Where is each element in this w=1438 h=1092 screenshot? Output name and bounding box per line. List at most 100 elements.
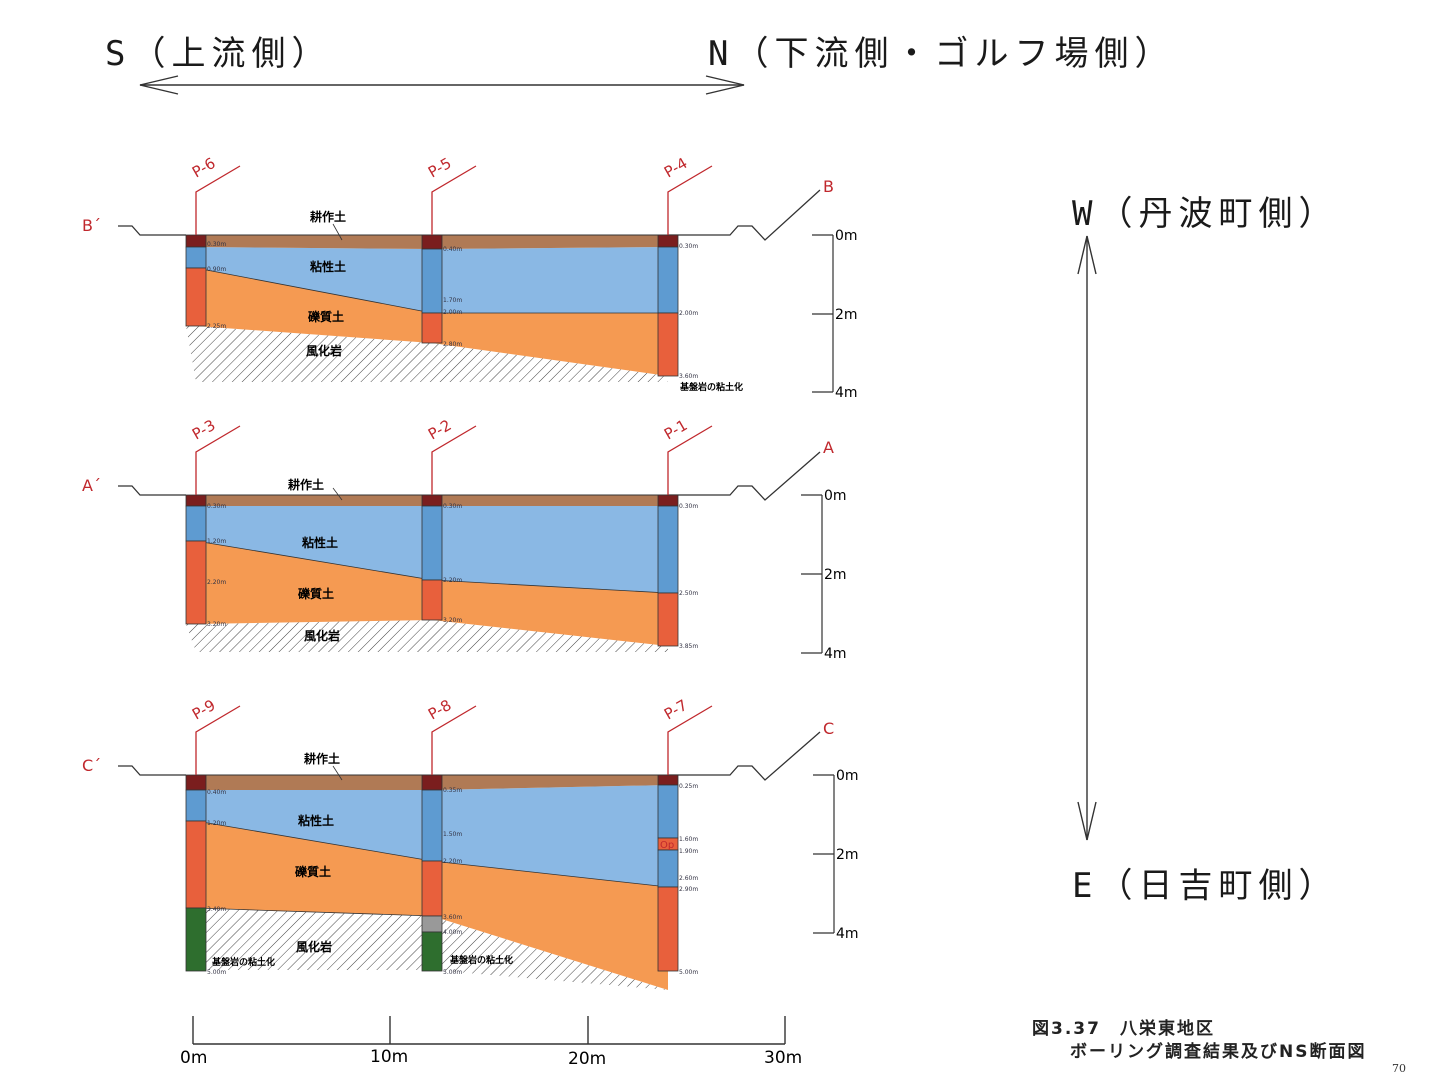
- side-bottom-label: E（日吉町側）: [1072, 866, 1339, 906]
- op-label: Op: [660, 840, 674, 851]
- layer-label: 礫質土: [307, 309, 344, 324]
- svg-text:20m: 20m: [568, 1049, 606, 1069]
- section-right-label: B: [823, 177, 834, 196]
- section-right-label: A: [823, 438, 834, 457]
- depth-label: 0.30m: [679, 243, 698, 250]
- svg-text:2m: 2m: [835, 307, 858, 323]
- depth-scale: 0m 2m 4m: [813, 768, 859, 942]
- layer-label: 風化岩: [306, 343, 342, 358]
- depth-label: 5.00m: [207, 969, 226, 976]
- we-arrow: [1077, 235, 1097, 841]
- svg-text:4m: 4m: [836, 926, 859, 942]
- depth-label: 2.00m: [679, 310, 698, 317]
- section-left-label: B´: [82, 216, 101, 235]
- depth-label: 0.40m: [443, 246, 462, 253]
- bore-p9: [185, 774, 207, 972]
- depth-label: 0.30m: [443, 503, 462, 510]
- header-left: S（上流側）: [105, 34, 332, 74]
- side-top-label: W（丹波町側）: [1072, 194, 1339, 234]
- svg-text:10m: 10m: [370, 1047, 408, 1067]
- layer-label: 礫質土: [297, 586, 334, 601]
- svg-text:2m: 2m: [836, 847, 859, 863]
- layer-label: 耕作土: [310, 209, 346, 224]
- depth-label: 3.60m: [679, 373, 698, 380]
- section-right-label: C: [823, 719, 834, 738]
- depth-label: 2.25m: [207, 323, 226, 330]
- svg-text:0m: 0m: [824, 488, 847, 504]
- header-right: N（下流側・ゴルフ場側）: [708, 34, 1175, 74]
- svg-text:2m: 2m: [824, 567, 847, 583]
- depth-label: 0.30m: [207, 503, 226, 510]
- bore-p1: [657, 494, 679, 647]
- svg-text:0m: 0m: [835, 228, 858, 244]
- bore-label: P-2: [425, 416, 455, 443]
- layer-label: 粘性土: [310, 259, 346, 274]
- ns-arrow: [139, 75, 745, 95]
- bore-p2: [421, 494, 443, 621]
- depth-label: 5.00m: [679, 969, 698, 976]
- depth-label: 3.20m: [207, 621, 226, 628]
- svg-text:4m: 4m: [835, 385, 858, 401]
- depth-label: 2.50m: [679, 590, 698, 597]
- depth-label: 1.20m: [207, 538, 226, 545]
- bore-p3: [185, 494, 207, 625]
- bore-label: P-1: [661, 416, 691, 443]
- depth-label: 2.20m: [207, 579, 226, 586]
- depth-label: 2.00m: [443, 309, 462, 316]
- depth-scale: 0m 2m 4m: [801, 488, 847, 662]
- svg-text:30m: 30m: [764, 1048, 802, 1068]
- bore-p6: [185, 234, 207, 327]
- depth-label: 2.20m: [443, 577, 462, 584]
- note-label: 基盤岩の粘土化: [679, 381, 743, 393]
- depth-label: 1.50m: [443, 831, 462, 838]
- bore-label: P-7: [661, 696, 691, 723]
- depth-scale: 0m 2m 4m: [812, 228, 858, 401]
- depth-label: 0.40m: [207, 789, 226, 796]
- depth-label: 3.40m: [207, 906, 226, 913]
- svg-text:0m: 0m: [180, 1048, 207, 1068]
- depth-label: 0.90m: [207, 266, 226, 273]
- section-c: P-9 P-8 P-7 C´ C 耕作土 粘性土 礫質土 風化岩 基盤岩の粘土化…: [82, 696, 859, 990]
- layer-label: 耕作土: [304, 751, 340, 766]
- layer-label: 粘性土: [302, 535, 338, 550]
- depth-label: 0.25m: [679, 783, 698, 790]
- section-b: P-6 P-5 P-4 B´ B 耕作土 粘性土 礫質土 風化岩 基盤岩の粘土化…: [82, 154, 858, 401]
- bore-p8: [421, 774, 443, 972]
- bore-p7: [657, 774, 679, 972]
- depth-label: 3.20m: [443, 617, 462, 624]
- bore-label: P-6: [189, 154, 219, 181]
- bore-p4: [657, 234, 679, 377]
- depth-label: 1.60m: [679, 836, 698, 843]
- depth-label: 0.35m: [443, 787, 462, 794]
- note-label: 基盤岩の粘土化: [449, 954, 513, 966]
- depth-label: 4.00m: [443, 929, 462, 936]
- section-a: P-3 P-2 P-1 A´ A 耕作土 粘性土 礫質土 風化岩 0.30m 1…: [82, 416, 847, 662]
- bore-label: P-3: [189, 416, 219, 443]
- depth-label: 3.85m: [679, 643, 698, 650]
- bore-label: P-8: [425, 696, 455, 723]
- layer-label: 礫質土: [294, 864, 331, 879]
- depth-label: 1.70m: [443, 297, 462, 304]
- page-number: 70: [1392, 1062, 1406, 1075]
- layer-label: 粘性土: [298, 813, 334, 828]
- bore-label: P-9: [189, 696, 219, 723]
- figure-caption-line1: 図3.37 八栄東地区: [1032, 1019, 1215, 1039]
- layer-label: 風化岩: [304, 628, 340, 643]
- layer-label: 風化岩: [296, 939, 332, 954]
- note-label: 基盤岩の粘土化: [211, 956, 275, 968]
- figure-caption-line2: ボーリング調査結果及びNS断面図: [1070, 1042, 1367, 1062]
- depth-label: 1.20m: [207, 820, 226, 827]
- horizontal-scale: 0m 10m 20m 30m: [180, 1016, 802, 1069]
- bore-label: P-5: [425, 154, 455, 181]
- depth-label: 3.60m: [443, 914, 462, 921]
- depth-label: 0.30m: [679, 503, 698, 510]
- svg-text:0m: 0m: [836, 768, 859, 784]
- depth-label: 1.90m: [679, 848, 698, 855]
- depth-label: 2.80m: [443, 341, 462, 348]
- depth-label: 5.00m: [443, 969, 462, 976]
- depth-label: 2.60m: [679, 875, 698, 882]
- depth-label: 2.90m: [679, 886, 698, 893]
- layer-label: 耕作土: [288, 477, 324, 492]
- section-left-label: A´: [82, 476, 101, 495]
